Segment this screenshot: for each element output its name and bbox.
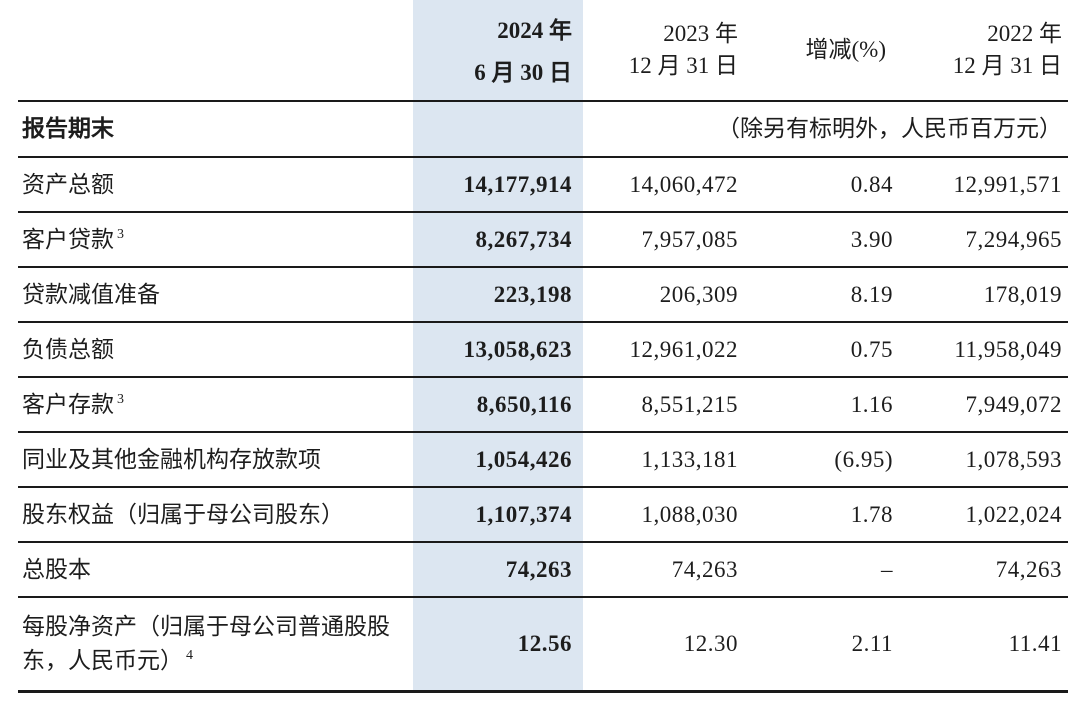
row-label: 贷款减值准备 xyxy=(22,281,160,307)
header-2022-date: 12 月 31 日 xyxy=(952,53,1062,78)
value-change-pct: 8.19 xyxy=(850,281,893,307)
value-change-pct: 3.90 xyxy=(850,226,893,252)
value-2022: 74,263 xyxy=(995,556,1062,582)
footnote-sup: 3 xyxy=(117,226,124,242)
table-row-customer-loans: 客户贷款 3 8,267,734 7,957,085 3.90 7,294,965 xyxy=(18,213,1068,268)
value-2024: 14,177,914 xyxy=(463,171,572,197)
value-2023: 1,133,181 xyxy=(641,446,738,472)
row-label: 每股净资产（归属于母公司普通股股东，人民币元） 4 xyxy=(22,613,390,674)
table-row-net-assets-per-share: 每股净资产（归属于母公司普通股股东，人民币元） 4 12.56 12.30 2.1… xyxy=(18,598,1068,693)
value-change-pct: 0.75 xyxy=(850,336,893,362)
header-spacer xyxy=(18,0,413,100)
value-2022: 1,078,593 xyxy=(965,446,1062,472)
value-2024: 1,054,426 xyxy=(475,446,572,472)
value-change-pct: – xyxy=(881,556,893,582)
value-2022: 12,991,571 xyxy=(953,171,1062,197)
value-change-pct: (6.95) xyxy=(834,446,893,472)
row-label: 总股本 xyxy=(22,556,91,582)
column-header-change-pct: 增减(%) xyxy=(743,0,898,100)
row-label: 客户存款 3 xyxy=(22,391,124,417)
value-change-pct: 1.78 xyxy=(850,501,893,527)
value-2022: 11,958,049 xyxy=(954,336,1062,362)
table-row-shareholders-equity: 股东权益（归属于母公司股东） 1,107,374 1,088,030 1.78 … xyxy=(18,488,1068,543)
table-row-total-share-capital: 总股本 74,263 74,263 – 74,263 xyxy=(18,543,1068,598)
value-2023: 12.30 xyxy=(683,631,738,657)
value-2023: 14,060,472 xyxy=(629,171,738,197)
value-change-pct: 0.84 xyxy=(850,171,893,197)
value-2024: 13,058,623 xyxy=(463,336,572,362)
value-2022: 178,019 xyxy=(983,281,1062,307)
row-label: 资产总额 xyxy=(22,171,114,197)
value-2024: 8,267,734 xyxy=(475,226,572,252)
value-2024: 12.56 xyxy=(517,631,572,657)
header-2024-date: 6 月 30 日 xyxy=(474,60,572,86)
table-header-row: 2024 年 6 月 30 日 2023 年 12 月 31 日 增减(%) 2… xyxy=(18,0,1068,102)
header-2023-year: 2023 年 xyxy=(663,20,738,46)
value-change-pct: 1.16 xyxy=(850,391,893,417)
financial-highlights-table: 2024 年 6 月 30 日 2023 年 12 月 31 日 增减(%) 2… xyxy=(18,0,1068,693)
value-2023: 206,309 xyxy=(659,281,738,307)
value-change-pct: 2.11 xyxy=(851,631,893,657)
footnote-sup: 4 xyxy=(186,648,193,664)
column-header-2022-12-31: 2022 年 12 月 31 日 xyxy=(898,0,1068,100)
value-2024: 1,107,374 xyxy=(475,501,572,527)
row-label: 股东权益（归属于母公司股东） xyxy=(22,501,344,527)
unit-note: （除另有标明外，人民币百万元） xyxy=(717,116,1062,142)
value-2022: 7,294,965 xyxy=(965,226,1062,252)
header-2023-date: 12 月 31 日 xyxy=(628,53,738,78)
section-unit-row: 报告期末 （除另有标明外，人民币百万元） xyxy=(18,102,1068,158)
value-2022: 1,022,024 xyxy=(965,501,1062,527)
row-label: 同业及其他金融机构存放款项 xyxy=(22,446,321,472)
footnote-sup: 3 xyxy=(117,391,124,407)
value-2023: 7,957,085 xyxy=(641,226,738,252)
highlight-column-band xyxy=(413,0,583,693)
section-label: 报告期末 xyxy=(22,116,114,142)
column-header-2023-12-31: 2023 年 12 月 31 日 xyxy=(583,0,743,100)
header-2022-year: 2022 年 xyxy=(987,20,1062,46)
value-2022: 11.41 xyxy=(1008,631,1062,657)
table-row-total-assets: 资产总额 14,177,914 14,060,472 0.84 12,991,5… xyxy=(18,158,1068,213)
value-2024: 74,263 xyxy=(505,556,572,582)
value-2024: 8,650,116 xyxy=(476,391,572,417)
value-2024: 223,198 xyxy=(493,281,572,307)
value-2023: 1,088,030 xyxy=(641,501,738,527)
value-2023: 8,551,215 xyxy=(641,391,738,417)
column-header-2024-06-30: 2024 年 6 月 30 日 xyxy=(413,0,583,100)
table-row-loan-impairment-allowance: 贷款减值准备 223,198 206,309 8.19 178,019 xyxy=(18,268,1068,323)
row-label: 负债总额 xyxy=(22,336,114,362)
table-row-interbank-deposits: 同业及其他金融机构存放款项 1,054,426 1,133,181 (6.95)… xyxy=(18,433,1068,488)
value-2023: 12,961,022 xyxy=(629,336,738,362)
header-2024-year: 2024 年 xyxy=(497,18,572,43)
row-label: 客户贷款 3 xyxy=(22,226,124,252)
value-2023: 74,263 xyxy=(671,556,738,582)
table-row-total-liabilities: 负债总额 13,058,623 12,961,022 0.75 11,958,0… xyxy=(18,323,1068,378)
table-row-customer-deposits: 客户存款 3 8,650,116 8,551,215 1.16 7,949,072 xyxy=(18,378,1068,433)
value-2022: 7,949,072 xyxy=(965,391,1062,417)
header-change-label: 增减(%) xyxy=(805,37,886,63)
